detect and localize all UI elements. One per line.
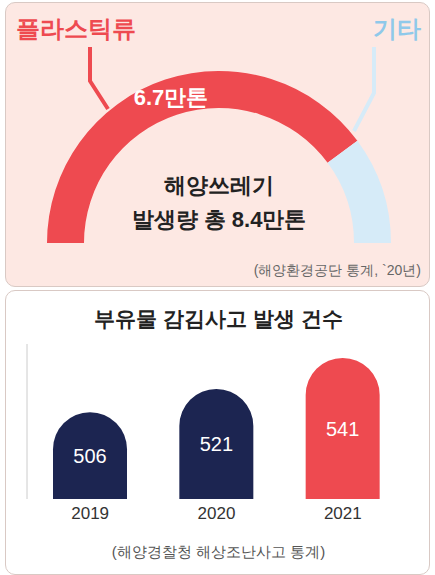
svg-text:기타: 기타 bbox=[373, 15, 421, 42]
svg-text:2019: 2019 bbox=[71, 504, 109, 523]
svg-text:(해양환경공단 통계, `20년): (해양환경공단 통계, `20년) bbox=[254, 262, 421, 278]
svg-text:506: 506 bbox=[73, 445, 106, 467]
svg-text:6.7만톤: 6.7만톤 bbox=[134, 85, 209, 110]
svg-text:해양쓰레기: 해양쓰레기 bbox=[164, 173, 274, 198]
html-text:부유물 감김사고 발생 건수: 부유물 감김사고 발생 건수 bbox=[94, 307, 343, 330]
svg-text:541: 541 bbox=[326, 418, 359, 440]
html-text:(해양경찰청 해상조난사고 통계): (해양경찰청 해상조난사고 통계) bbox=[111, 543, 326, 560]
svg-text:발생량 총 8.4만톤: 발생량 총 8.4만톤 bbox=[132, 207, 307, 232]
svg-text:플라스틱류: 플라스틱류 bbox=[16, 15, 136, 42]
svg-text:2020: 2020 bbox=[198, 504, 236, 523]
svg-text:521: 521 bbox=[200, 433, 233, 455]
svg-text:2021: 2021 bbox=[324, 504, 362, 523]
